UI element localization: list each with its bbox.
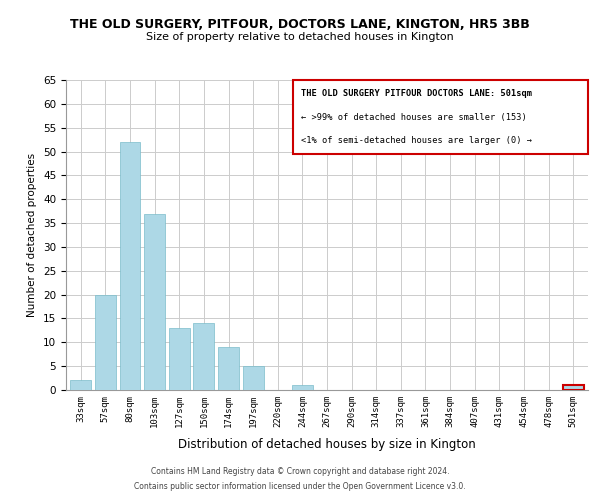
Bar: [242, 366, 263, 390]
Bar: [563, 385, 584, 390]
Text: THE OLD SURGERY, PITFOUR, DOCTORS LANE, KINGTON, HR5 3BB: THE OLD SURGERY, PITFOUR, DOCTORS LANE, …: [70, 18, 530, 30]
Y-axis label: Number of detached properties: Number of detached properties: [28, 153, 37, 317]
Bar: [169, 328, 190, 390]
Text: ← >99% of detached houses are smaller (153): ← >99% of detached houses are smaller (1…: [301, 112, 527, 122]
Bar: [70, 380, 91, 390]
Bar: [119, 142, 140, 390]
Bar: [144, 214, 165, 390]
Bar: [218, 347, 239, 390]
X-axis label: Distribution of detached houses by size in Kington: Distribution of detached houses by size …: [178, 438, 476, 451]
Bar: [292, 385, 313, 390]
Text: <1% of semi-detached houses are larger (0) →: <1% of semi-detached houses are larger (…: [301, 136, 532, 145]
Bar: [95, 294, 116, 390]
Text: Size of property relative to detached houses in Kington: Size of property relative to detached ho…: [146, 32, 454, 42]
Text: THE OLD SURGERY PITFOUR DOCTORS LANE: 501sqm: THE OLD SURGERY PITFOUR DOCTORS LANE: 50…: [301, 90, 532, 98]
Bar: [193, 323, 214, 390]
Text: Contains public sector information licensed under the Open Government Licence v3: Contains public sector information licen…: [134, 482, 466, 491]
Text: Contains HM Land Registry data © Crown copyright and database right 2024.: Contains HM Land Registry data © Crown c…: [151, 467, 449, 476]
FancyBboxPatch shape: [293, 80, 588, 154]
